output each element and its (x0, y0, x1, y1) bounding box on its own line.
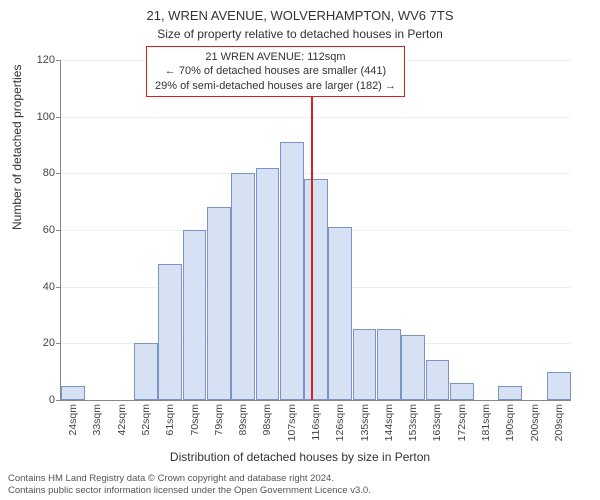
xtick-label: 116sqm (310, 404, 322, 441)
xtick-label: 153sqm (407, 404, 419, 441)
ytick-mark (56, 173, 61, 174)
ytick-mark (56, 117, 61, 118)
xtick-label: 70sqm (189, 404, 201, 436)
reference-line (311, 60, 313, 400)
ytick-mark (56, 287, 61, 288)
xtick-label: 163sqm (431, 404, 443, 441)
xtick-label: 209sqm (553, 404, 565, 441)
bar (328, 227, 352, 400)
xtick-label: 135sqm (359, 404, 371, 441)
xtick-label: 79sqm (213, 404, 225, 436)
bar (207, 207, 231, 400)
info-box-line: 29% of semi-detached houses are larger (… (155, 79, 396, 93)
y-axis-label: Number of detached properties (10, 65, 24, 230)
footer-line2: Contains public sector information licen… (8, 485, 371, 496)
ytick-label: 80 (25, 167, 55, 179)
bar (158, 264, 182, 400)
ytick-label: 20 (25, 337, 55, 349)
xtick-label: 52sqm (140, 404, 152, 436)
ytick-mark (56, 400, 61, 401)
bar (231, 173, 255, 400)
ytick-label: 0 (25, 394, 55, 406)
footer-attribution: Contains HM Land Registry data © Crown c… (8, 473, 371, 496)
xtick-label: 89sqm (237, 404, 249, 436)
xtick-label: 107sqm (286, 404, 298, 441)
x-axis-label: Distribution of detached houses by size … (0, 450, 600, 464)
gridline (61, 173, 571, 174)
bar (280, 142, 304, 400)
xtick-label: 24sqm (67, 404, 79, 436)
xtick-label: 200sqm (529, 404, 541, 441)
info-box-line: 21 WREN AVENUE: 112sqm (155, 50, 396, 64)
chart-title: 21, WREN AVENUE, WOLVERHAMPTON, WV6 7TS (0, 0, 600, 25)
xtick-label: 144sqm (383, 404, 395, 441)
gridline (61, 117, 571, 118)
ytick-label: 120 (25, 54, 55, 66)
footer-line1: Contains HM Land Registry data © Crown c… (8, 473, 371, 484)
ytick-label: 60 (25, 224, 55, 236)
bar (498, 386, 522, 400)
bar (401, 335, 425, 400)
xtick-label: 33sqm (91, 404, 103, 436)
xtick-label: 126sqm (334, 404, 346, 441)
info-box-line: ← 70% of detached houses are smaller (44… (155, 64, 396, 78)
ytick-label: 40 (25, 281, 55, 293)
xtick-label: 190sqm (504, 404, 516, 441)
bar (256, 168, 280, 400)
bar (183, 230, 207, 400)
bar (450, 383, 474, 400)
bar (426, 360, 450, 400)
bar (61, 386, 85, 400)
chart-area: 02040608010012024sqm33sqm42sqm52sqm61sqm… (60, 60, 570, 400)
bar (353, 329, 377, 400)
chart-subtitle: Size of property relative to detached ho… (0, 25, 600, 41)
xtick-label: 61sqm (164, 404, 176, 436)
ytick-label: 100 (25, 111, 55, 123)
ytick-mark (56, 230, 61, 231)
bar (304, 179, 328, 400)
xtick-label: 98sqm (261, 404, 273, 436)
xtick-label: 42sqm (116, 404, 128, 436)
ytick-mark (56, 60, 61, 61)
bar (547, 372, 571, 400)
info-box: 21 WREN AVENUE: 112sqm← 70% of detached … (146, 46, 405, 97)
plot-region: 02040608010012024sqm33sqm42sqm52sqm61sqm… (60, 60, 571, 401)
bar (134, 343, 158, 400)
ytick-mark (56, 343, 61, 344)
xtick-label: 181sqm (480, 404, 492, 441)
xtick-label: 172sqm (456, 404, 468, 441)
bar (377, 329, 401, 400)
